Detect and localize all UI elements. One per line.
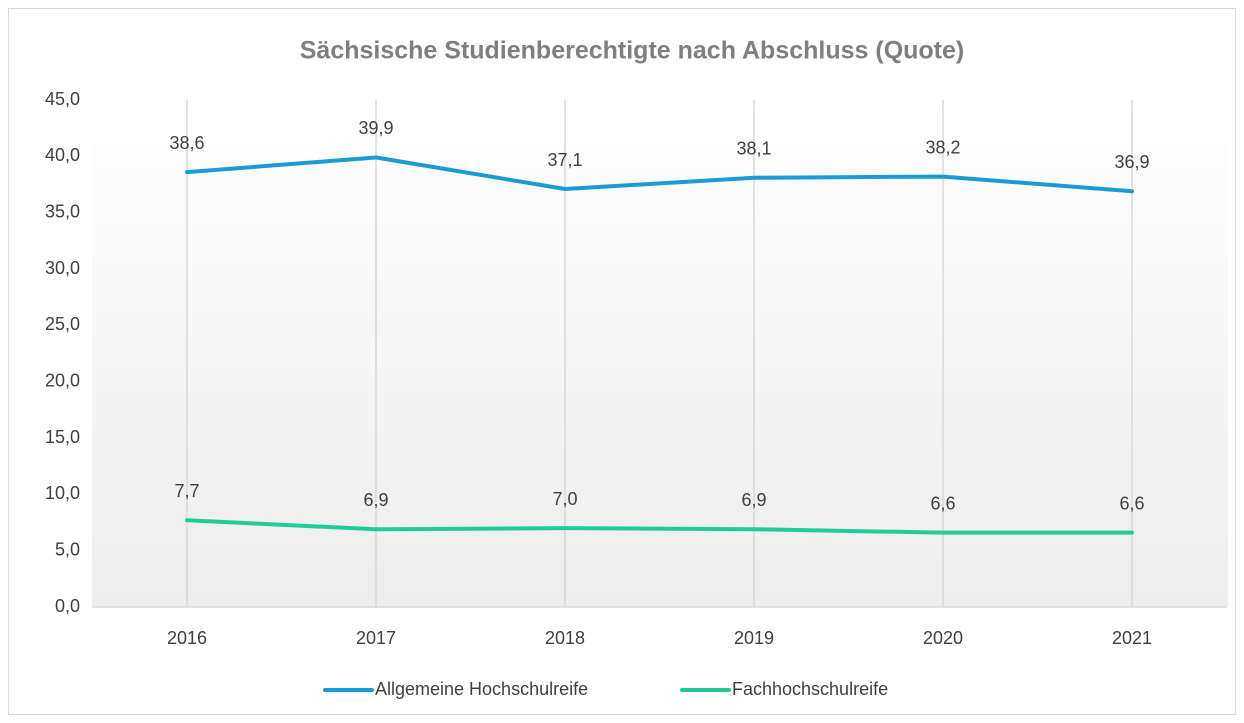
data-label: 38,6	[169, 133, 204, 153]
data-label: 38,1	[736, 138, 771, 158]
data-label: 36,9	[1114, 152, 1149, 172]
y-tick-label: 45,0	[45, 89, 80, 109]
data-label: 6,6	[930, 493, 955, 513]
data-label: 6,9	[363, 490, 388, 510]
x-tick-label: 2020	[923, 628, 963, 648]
data-label: 6,9	[741, 490, 766, 510]
y-tick-label: 35,0	[45, 201, 80, 221]
y-tick-label: 5,0	[55, 539, 80, 559]
y-tick-label: 40,0	[45, 145, 80, 165]
x-tick-label: 2017	[356, 628, 396, 648]
y-tick-label: 25,0	[45, 314, 80, 334]
x-tick-label: 2018	[545, 628, 585, 648]
y-tick-label: 15,0	[45, 427, 80, 447]
chart-title: Sächsische Studienberechtigte nach Absch…	[300, 37, 965, 65]
data-label: 7,7	[174, 481, 199, 501]
x-tick-label: 2019	[734, 628, 774, 648]
series-line	[185, 155, 1134, 194]
legend-label: Fachhochschulreife	[732, 679, 888, 699]
data-label: 39,9	[358, 118, 393, 138]
data-label: 6,6	[1119, 493, 1144, 513]
series-line	[185, 518, 1134, 535]
legend-label: Allgemeine Hochschulreife	[375, 679, 588, 699]
data-label: 38,2	[925, 137, 960, 157]
y-tick-label: 10,0	[45, 483, 80, 503]
x-tick-label: 2016	[167, 628, 207, 648]
data-label: 37,1	[547, 150, 582, 170]
y-tick-label: 0,0	[55, 596, 80, 616]
y-tick-label: 20,0	[45, 370, 80, 390]
data-label: 7,0	[552, 489, 577, 509]
x-tick-label: 2021	[1112, 628, 1152, 648]
y-tick-label: 30,0	[45, 258, 80, 278]
